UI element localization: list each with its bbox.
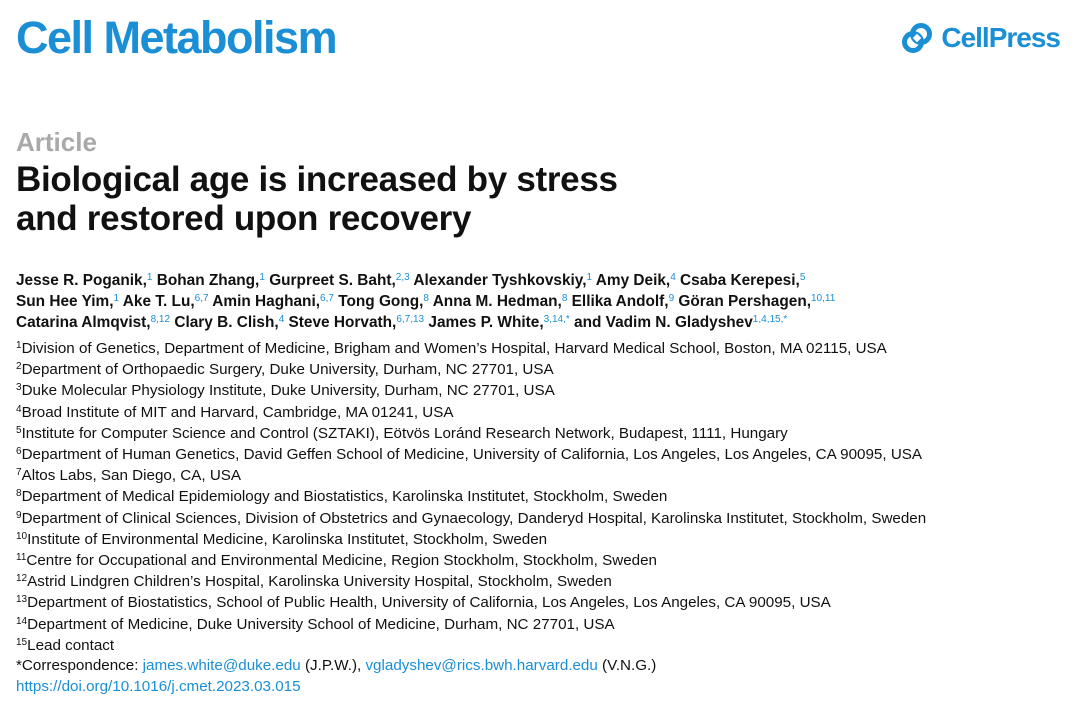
- author-affiliation-sup[interactable]: 1: [146, 272, 153, 283]
- affiliation-text: Department of Human Genetics, David Geff…: [21, 446, 923, 464]
- author-name: Clary B. Clish,: [174, 314, 279, 331]
- affiliation-item: 6Department of Human Genetics, David Gef…: [16, 444, 1071, 465]
- author-affiliation-sup[interactable]: 1: [259, 272, 265, 283]
- affiliation-number: 8: [16, 488, 22, 500]
- affiliation-number: 9: [16, 509, 22, 521]
- author-affiliation-sup[interactable]: 5: [799, 272, 806, 283]
- cellpress-logo-icon: [902, 23, 933, 53]
- affiliation-number: 6: [16, 446, 22, 458]
- author-affiliation-sup[interactable]: 4: [670, 272, 676, 283]
- affiliation-item: 9Department of Clinical Sciences, Divisi…: [16, 508, 1071, 529]
- article-type: Article: [16, 127, 97, 157]
- affiliation-text: Altos Labs, San Diego, CA, USA: [21, 467, 242, 485]
- affiliation-item: 12Astrid Lindgren Children’s Hospital, K…: [16, 571, 1071, 592]
- affiliation-text: Broad Institute of MIT and Harvard, Camb…: [21, 403, 454, 421]
- affiliation-number: 4: [16, 403, 22, 415]
- author-list: Jesse R. Poganik,1 Bohan Zhang,1 Gurpree…: [16, 270, 1066, 333]
- affiliation-number: 10: [16, 530, 28, 542]
- affiliation-number: 14: [16, 615, 28, 627]
- author-affiliation-sup[interactable]: 6,7: [320, 293, 334, 304]
- affiliation-item: 11Centre for Occupational and Environmen…: [16, 550, 1071, 571]
- affiliation-item: 10Institute of Environmental Medicine, K…: [16, 529, 1071, 550]
- article-title: Biological age is increased by stress an…: [16, 160, 916, 238]
- author-name: Alexander Tyshkovskiy,: [413, 272, 587, 289]
- affiliation-item: 14Department of Medicine, Duke Universit…: [16, 614, 1071, 635]
- author-name: Gurpreet S. Baht,: [269, 272, 396, 289]
- author-affiliation-sup[interactable]: 1: [586, 272, 593, 283]
- affiliation-list: 1Division of Genetics, Department of Med…: [16, 338, 1071, 656]
- affiliation-text: Department of Clinical Sciences, Divisio…: [21, 509, 927, 527]
- author-affiliation-sup[interactable]: 6,7,13: [396, 314, 425, 325]
- initials-gladyshev: (V.N.G.): [597, 657, 657, 674]
- affiliation-item: 2Department of Orthopaedic Surgery, Duke…: [16, 359, 1071, 380]
- affiliation-number: 12: [16, 573, 28, 585]
- author-name: Amin Haghani,: [212, 293, 321, 310]
- author-affiliation-sup[interactable]: 6,7: [194, 293, 209, 304]
- author-name: Amy Deik,: [595, 272, 671, 289]
- author-affiliation-sup[interactable]: 4: [278, 314, 285, 325]
- publisher-logo[interactable]: CellPress: [901, 22, 1061, 54]
- doi-link[interactable]: https://doi.org/10.1016/j.cmet.2023.03.0…: [16, 678, 301, 696]
- title-line-1: Biological age is increased by stress: [16, 160, 618, 199]
- affiliation-item: 4Broad Institute of MIT and Harvard, Cam…: [16, 402, 1071, 423]
- affiliation-text: Institute of Environmental Medicine, Kar…: [27, 530, 548, 548]
- author-name: Tong Gong,: [338, 293, 424, 310]
- title-line-2: and restored upon recovery: [16, 199, 472, 238]
- affiliation-number: 15: [16, 636, 28, 648]
- affiliation-text: Division of Genetics, Department of Medi…: [21, 340, 887, 357]
- affiliation-item: 3Duke Molecular Physiology Institute, Du…: [16, 380, 1071, 401]
- email-link-white[interactable]: james.white@duke.edu: [142, 657, 301, 674]
- affiliation-text: Institute for Computer Science and Contr…: [21, 424, 788, 442]
- author-affiliation-sup[interactable]: 9: [668, 293, 675, 304]
- affiliation-number: 2: [16, 361, 22, 373]
- footer-block: *Correspondence: james.white@duke.edu (J…: [16, 655, 1071, 697]
- author-affiliation-sup[interactable]: 8: [561, 293, 568, 304]
- affiliation-item: 15Lead contact: [16, 635, 1071, 656]
- author-affiliation-sup[interactable]: 1,4,15,*: [752, 314, 788, 325]
- author-name: Bohan Zhang,: [156, 272, 260, 289]
- author-name: Steve Horvath,: [288, 314, 397, 331]
- initials-white: (J.P.W.),: [300, 657, 366, 674]
- affiliation-text: Department of Orthopaedic Surgery, Duke …: [21, 361, 554, 379]
- affiliation-item: 8Department of Medical Epidemiology and …: [16, 486, 1071, 507]
- author-name: Ake T. Lu,: [122, 293, 195, 310]
- affiliation-item: 13Department of Biostatistics, School of…: [16, 592, 1071, 613]
- affiliation-number: 11: [16, 552, 27, 564]
- correspondence: *Correspondence: james.white@duke.edu (J…: [16, 655, 1071, 676]
- author-name: Catarina Almqvist,: [16, 314, 151, 331]
- affiliation-number: 3: [16, 382, 22, 394]
- journal-name: Cell Metabolism: [16, 12, 338, 63]
- affiliation-text: Department of Biostatistics, School of P…: [27, 594, 831, 612]
- correspondence-label: *Correspondence:: [16, 657, 143, 674]
- affiliation-number: 13: [16, 594, 28, 606]
- author-affiliation-sup[interactable]: 1: [113, 293, 120, 304]
- author-name: Sun Hee Yim,: [16, 293, 114, 310]
- publisher-name: CellPress: [941, 22, 1061, 53]
- author-name: Csaba Kerepesi,: [680, 272, 800, 289]
- author-name: James P. White,: [428, 314, 544, 331]
- author-name: and Vadim N. Gladyshev: [574, 314, 753, 331]
- affiliation-item: 5Institute for Computer Science and Cont…: [16, 423, 1071, 444]
- affiliation-number: 1: [16, 340, 22, 351]
- affiliation-number: 7: [16, 467, 22, 479]
- author-affiliation-sup[interactable]: 8,12: [150, 314, 171, 325]
- affiliation-item: 1Division of Genetics, Department of Med…: [16, 338, 1071, 359]
- author-name: Ellika Andolf,: [571, 293, 669, 310]
- affiliation-number: 5: [16, 424, 22, 436]
- affiliation-text: Lead contact: [27, 636, 115, 654]
- affiliation-text: Astrid Lindgren Children’s Hospital, Kar…: [27, 573, 612, 591]
- affiliation-text: Department of Medicine, Duke University …: [27, 615, 615, 633]
- affiliation-text: Centre for Occupational and Environmenta…: [26, 552, 657, 570]
- author-affiliation-sup[interactable]: 8: [423, 293, 429, 304]
- author-name: Jesse R. Poganik,: [16, 272, 147, 289]
- email-link-gladyshev[interactable]: vgladyshev@rics.bwh.harvard.edu: [365, 657, 598, 674]
- affiliation-text: Duke Molecular Physiology Institute, Duk…: [21, 382, 555, 400]
- author-affiliation-sup[interactable]: 10,11: [811, 293, 836, 304]
- affiliation-item: 7Altos Labs, San Diego, CA, USA: [16, 465, 1071, 486]
- affiliation-text: Department of Medical Epidemiology and B…: [21, 488, 668, 506]
- author-name: Anna M. Hedman,: [432, 293, 562, 310]
- author-affiliation-sup[interactable]: 2,3: [395, 272, 410, 283]
- author-name: Göran Pershagen,: [678, 293, 811, 310]
- author-affiliation-sup[interactable]: 3,14,*: [543, 314, 570, 325]
